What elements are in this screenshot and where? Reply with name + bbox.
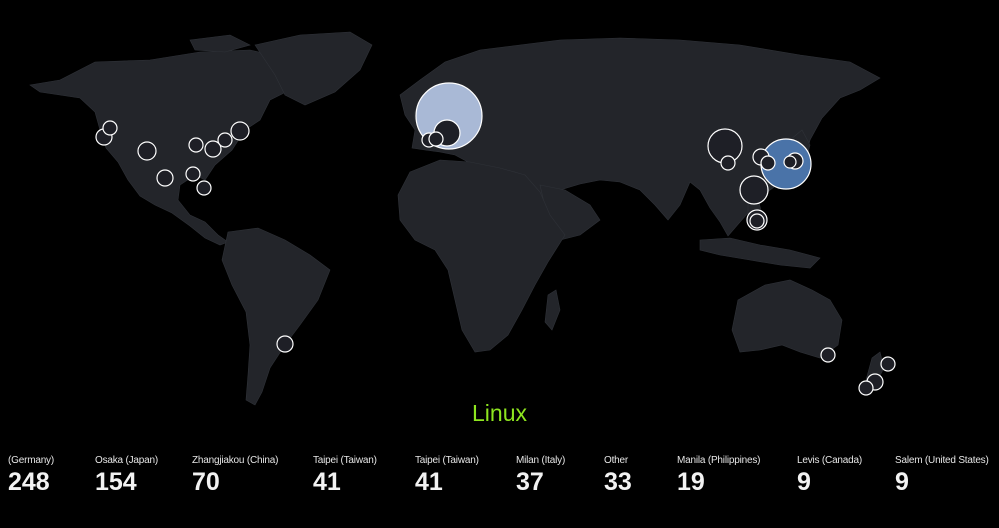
marker-eu-3[interactable] (428, 131, 444, 147)
stat-count: 70 (192, 468, 220, 496)
marker-nz-3[interactable] (858, 380, 874, 396)
marker-taipei[interactable] (739, 175, 769, 205)
landmass-africa (397, 159, 566, 353)
stat-location: Manila (Philippines) (677, 455, 761, 466)
stat-location: Milan (Italy) (516, 455, 566, 466)
landmass-greenland (254, 31, 373, 106)
marker-na-3[interactable] (137, 141, 157, 161)
stat-item: (Germany) 248 (8, 455, 54, 497)
marker-au-1[interactable] (820, 347, 836, 363)
stat-count: 154 (95, 468, 137, 496)
stat-item: Taipei (Taiwan) 41 (415, 455, 479, 497)
marker-na-2[interactable] (102, 120, 118, 136)
stat-item: Salem (United States) 9 (895, 455, 989, 497)
marker-nz-1[interactable] (880, 356, 896, 372)
marker-asia-3[interactable] (760, 155, 776, 171)
stat-count: 37 (516, 468, 544, 496)
stat-location: Taipei (Taiwan) (415, 455, 479, 466)
marker-asia-5[interactable] (783, 155, 797, 169)
stat-item: Osaka (Japan) 154 (95, 455, 158, 497)
stat-item: Other 33 (604, 455, 632, 497)
landmass-indonesia (699, 237, 821, 269)
marker-asia-1[interactable] (720, 155, 736, 171)
landmass-north-america (29, 49, 301, 246)
stat-location: Other (604, 455, 629, 466)
world-map (29, 31, 896, 406)
landmass-australia (731, 279, 843, 359)
marker-manila-2[interactable] (749, 213, 765, 229)
stat-count: 41 (415, 468, 443, 496)
stat-location: (Germany) (8, 455, 54, 466)
stat-location: Taipei (Taiwan) (313, 455, 377, 466)
stat-item: Manila (Philippines) 19 (677, 455, 760, 497)
stat-count: 9 (797, 468, 811, 496)
stat-count: 41 (313, 468, 341, 496)
landmass-arctic-islands (189, 34, 251, 53)
os-title: Linux (472, 400, 527, 426)
marker-sa-1[interactable] (276, 335, 294, 353)
stat-item: Taipei (Taiwan) 41 (313, 455, 377, 497)
marker-na-9[interactable] (185, 166, 201, 182)
marker-na-4[interactable] (188, 137, 204, 153)
stat-location: Levis (Canada) (797, 455, 863, 466)
stat-item: Milan (Italy) 37 (516, 455, 565, 497)
marker-na-6[interactable] (217, 132, 233, 148)
landmass-south-america (221, 227, 331, 406)
stat-location: Osaka (Japan) (95, 455, 158, 466)
stat-count: 33 (604, 468, 632, 496)
marker-na-5[interactable] (204, 140, 222, 158)
stat-location: Salem (United States) (895, 455, 989, 466)
stat-item: Levis (Canada) 9 (797, 455, 862, 497)
marker-na-7[interactable] (230, 121, 250, 141)
stat-item: Zhangjiakou (China) 70 (192, 455, 278, 497)
marker-na-10[interactable] (196, 180, 212, 196)
location-stats: (Germany) 248 Osaka (Japan) 154 Zhangjia… (0, 455, 999, 515)
marker-na-8[interactable] (156, 169, 174, 187)
landmass-madagascar (544, 289, 561, 331)
stat-count: 9 (895, 468, 909, 496)
stat-location: Zhangjiakou (China) (192, 455, 279, 466)
stat-count: 248 (8, 468, 50, 496)
stat-count: 19 (677, 468, 705, 496)
